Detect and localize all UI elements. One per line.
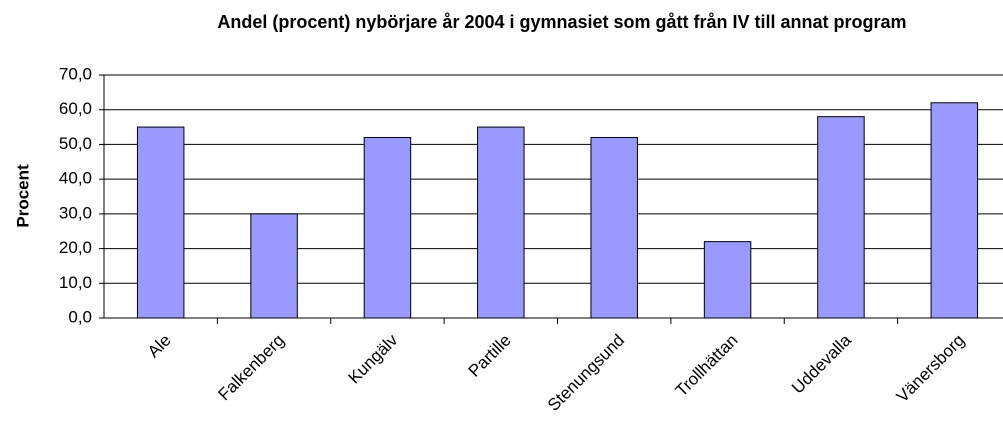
y-tick-label: 0,0 xyxy=(68,307,92,326)
bar xyxy=(930,102,979,319)
x-tick-label: Partille xyxy=(465,331,515,381)
x-tick-label: Vänersborg xyxy=(893,331,969,407)
x-tick-label: Falkenberg xyxy=(214,331,288,405)
x-tick-label: Stenungsund xyxy=(544,331,628,415)
y-tick-label: 20,0 xyxy=(59,238,92,257)
y-tick-label: 70,0 xyxy=(59,64,92,83)
bar xyxy=(703,241,752,319)
bar xyxy=(817,116,865,319)
y-tick-label: 60,0 xyxy=(59,99,92,118)
y-axis-label: Procent xyxy=(13,164,32,228)
y-tick-label: 10,0 xyxy=(59,273,92,292)
chart-title: Andel (procent) nybörjare år 2004 i gymn… xyxy=(217,12,907,32)
x-tick-label: Kungälv xyxy=(345,330,402,387)
bar xyxy=(363,136,412,319)
y-tick-label: 30,0 xyxy=(59,203,92,222)
y-tick-label: 50,0 xyxy=(59,134,92,153)
bar xyxy=(136,126,185,319)
bar xyxy=(250,213,298,319)
bar xyxy=(590,136,638,319)
y-tick-label: 40,0 xyxy=(59,169,92,188)
x-tick-label: Uddevalla xyxy=(788,330,855,397)
x-tick-label: Trollhättan xyxy=(672,331,742,401)
bar xyxy=(477,126,525,319)
x-tick-label: Ale xyxy=(144,331,175,362)
